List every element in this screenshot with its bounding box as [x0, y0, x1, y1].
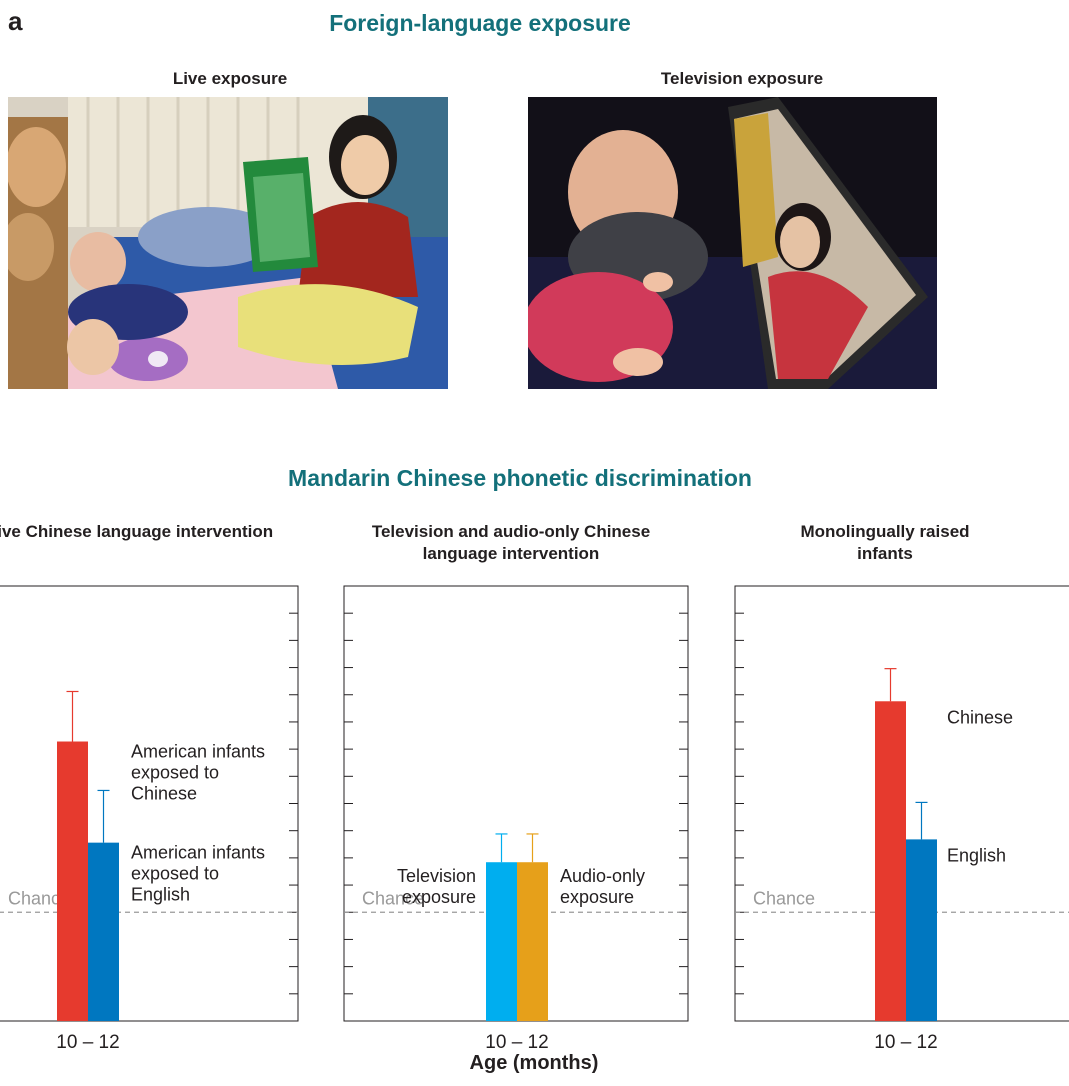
chart-2-title: Television and audio-only Chinese langua… [371, 522, 651, 563]
series-label: American infants [131, 742, 265, 762]
bar-first [875, 701, 906, 1021]
series-label: English [131, 885, 190, 905]
series-label: exposed to [131, 763, 219, 783]
exposure-section-title: Foreign-language exposure [329, 10, 631, 36]
panel-label: a [8, 6, 23, 36]
bar-first [486, 862, 517, 1021]
television-exposure-label: Television exposure [660, 69, 824, 88]
chart-section-title: Mandarin Chinese phonetic discrimination [288, 465, 752, 491]
series-label: exposure [402, 887, 476, 907]
chance-label: Chance [8, 888, 70, 908]
series-label: American infants [131, 843, 265, 863]
live-exposure-photo [8, 97, 448, 389]
series-label: English [947, 845, 1006, 865]
series-label: exposed to [131, 864, 219, 884]
chart-1-title: Live Chinese language intervention [0, 522, 274, 541]
series-label: Television [397, 866, 476, 886]
x-axis-title: Age (months) [469, 1052, 599, 1074]
television-exposure-photo [528, 97, 937, 389]
chance-label: Chance [362, 888, 424, 908]
bar-first [57, 741, 88, 1021]
series-label: Chinese [131, 784, 197, 804]
x-tick-label: 10 – 12 [56, 1032, 119, 1053]
bar-second [517, 862, 548, 1021]
x-tick-label: 10 – 12 [874, 1032, 937, 1053]
live-exposure-label: Live exposure [172, 69, 288, 88]
bar-second [88, 842, 119, 1021]
series-label: exposure [560, 887, 634, 907]
x-tick-label: 10 – 12 [485, 1032, 548, 1053]
series-label: Chinese [947, 707, 1013, 727]
chart-3-title: Monolingually raised infants [800, 522, 970, 563]
chance-label: Chance [753, 888, 815, 908]
series-label: Audio-only [560, 866, 645, 886]
bar-second [906, 839, 937, 1021]
